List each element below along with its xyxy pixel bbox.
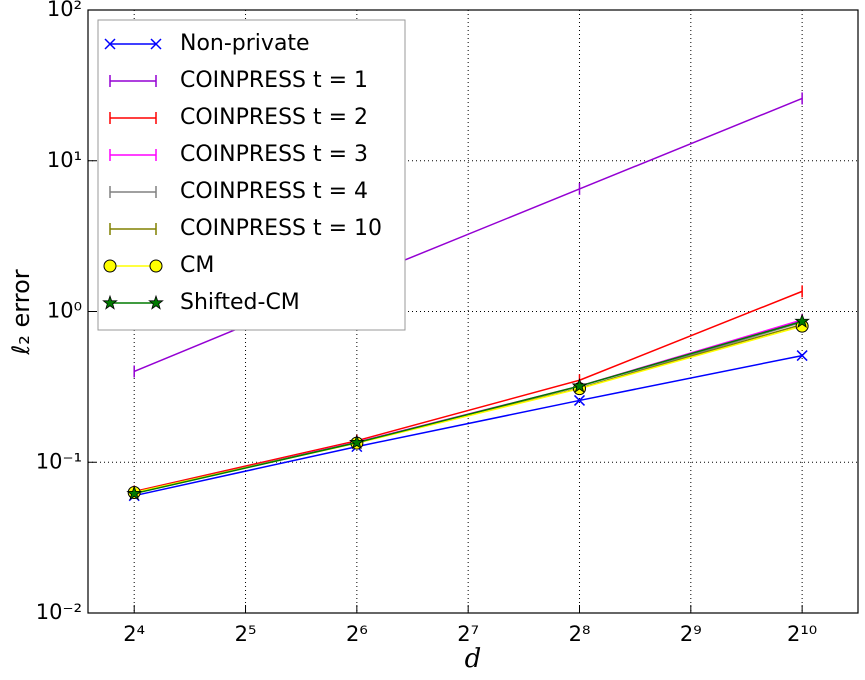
legend-label: COINPRESS t = 2: [180, 105, 368, 130]
star-marker: [571, 377, 588, 393]
x-marker-stroke: [796, 350, 808, 362]
x-marker-stroke: [150, 38, 162, 50]
legend-label: Non-private: [180, 31, 310, 56]
star-marker: [148, 294, 164, 310]
star-marker: [126, 485, 143, 501]
x-tick-label: 2⁸: [569, 622, 591, 646]
x-tick-label: 2¹⁰: [787, 622, 817, 646]
y-tick-label: 10⁰: [47, 299, 82, 323]
x-marker: [150, 38, 162, 50]
x-marker: [573, 394, 586, 406]
legend-frame: [97, 19, 406, 331]
series-line: [134, 290, 803, 493]
x-tick-label: 2⁵: [235, 622, 257, 646]
y-tick-label: 10²: [47, 0, 82, 21]
y-tick-label: 10⁻¹: [36, 449, 82, 473]
x-tick-label: 2⁴: [123, 622, 145, 646]
x-tick-label: 2⁶: [346, 622, 368, 646]
legend-label: COINPRESS t = 1: [180, 68, 368, 93]
x-marker: [796, 350, 808, 362]
circle-marker: [149, 259, 163, 273]
circle-marker: [103, 259, 117, 273]
legend-label: CM: [180, 253, 214, 278]
y-axis-label: ℓ₂ error: [7, 269, 35, 355]
legend-label: COINPRESS t = 4: [180, 179, 368, 204]
x-marker: [104, 38, 116, 50]
legend-label: COINPRESS t = 3: [180, 142, 368, 167]
y-tick-label: 10⁻²: [36, 600, 82, 624]
x-tick-label: 2⁹: [680, 622, 702, 646]
legend-label: Shifted-CM: [180, 290, 300, 315]
x-marker-stroke: [104, 38, 116, 50]
plot-frame: [87, 9, 859, 614]
x-axis-label: d: [465, 644, 482, 674]
legend: Non-private COINPRESS t = 1 COINPRESS t = …: [97, 19, 406, 331]
star-marker: [102, 294, 118, 310]
series-line: [134, 354, 803, 497]
x-marker-stroke: [573, 394, 586, 406]
star-marker: [349, 434, 365, 450]
legend-label: COINPRESS t = 10: [180, 216, 382, 241]
star-marker: [794, 313, 810, 328]
y-tick-label: 10¹: [47, 148, 82, 172]
series-line: [134, 320, 803, 495]
x-tick-label: 2⁷: [457, 622, 479, 646]
